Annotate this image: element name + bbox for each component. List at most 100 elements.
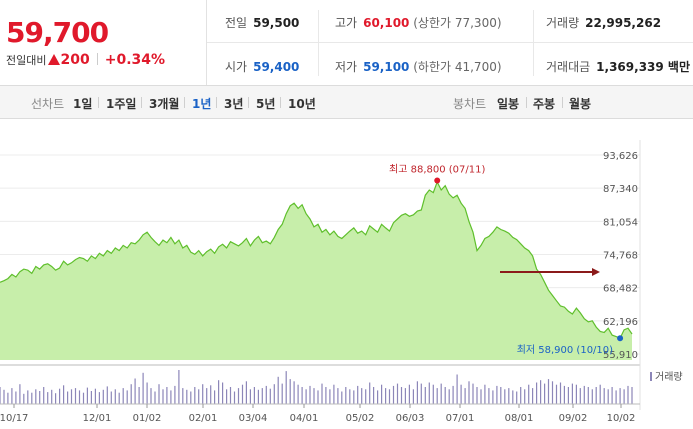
- candle-chart-label: 봉차트: [453, 97, 487, 111]
- tab-3-years[interactable]: 3년: [224, 97, 244, 111]
- x-tick-label: 05/02: [346, 413, 375, 424]
- volume-bar: [51, 389, 53, 404]
- volume-bar: [353, 390, 355, 404]
- volume-legend-swatch: [650, 372, 652, 381]
- trend-arrow: [500, 268, 600, 276]
- volume-bar: [567, 387, 569, 404]
- volume-bar: [210, 385, 212, 404]
- price-line: [0, 180, 633, 339]
- volume-bar: [408, 384, 410, 404]
- volume-bar: [222, 382, 224, 404]
- volume-bar: [492, 390, 494, 404]
- divider: [248, 97, 249, 108]
- volume-bar: [424, 387, 426, 404]
- volume-bar: [138, 387, 140, 404]
- volume-bar: [122, 388, 124, 404]
- volume-bar: [130, 384, 132, 404]
- stat-value: 59,100: [363, 60, 410, 74]
- divider: [318, 10, 319, 76]
- current-price: 59,700: [6, 16, 109, 49]
- tab-1-day[interactable]: 1일: [73, 97, 93, 111]
- line-chart-label: 선차트: [31, 97, 65, 111]
- tab-5-years[interactable]: 5년: [256, 97, 276, 111]
- volume-bar: [595, 387, 597, 404]
- volume-bar: [190, 391, 192, 404]
- volume-bar: [412, 389, 414, 404]
- volume-bar: [178, 370, 180, 404]
- tab-monthly-candle[interactable]: 월봉: [569, 97, 592, 111]
- volume-bar: [468, 381, 470, 404]
- volume-bar: [392, 385, 395, 404]
- volume-bar: [313, 388, 315, 404]
- y-tick-label: 55,910: [603, 350, 638, 361]
- volume-bar: [150, 388, 152, 404]
- volume-bar: [166, 387, 168, 404]
- volume-bar: [603, 388, 605, 404]
- volume-bar: [500, 387, 502, 404]
- tab-3-months[interactable]: 3개월: [149, 97, 180, 111]
- y-tick-label: 68,482: [603, 284, 638, 295]
- x-axis: 10/17 12/01 01/02 02/01 03/04 04/01 05/02 06/03…: [0, 404, 635, 424]
- volume-bar: [404, 388, 406, 404]
- volume-bar: [381, 384, 383, 404]
- x-tick-label: 04/01: [290, 413, 319, 424]
- x-tick-label: 07/01: [446, 413, 475, 424]
- tab-1-year[interactable]: 1년: [192, 97, 212, 111]
- stat-label: 시가: [225, 60, 248, 74]
- volume-bar: [170, 390, 172, 404]
- volume-bar: [547, 379, 550, 404]
- price-box: 59,700 전일대비 200 +0.34%: [0, 0, 207, 85]
- volume-bar: [281, 383, 283, 404]
- volume-bar: [480, 389, 482, 404]
- volume-bar: [583, 385, 585, 404]
- volume-bar: [484, 384, 486, 404]
- stat-value: 1,369,339 백만: [596, 60, 690, 74]
- volume-bar: [631, 387, 633, 404]
- volume-bars: [0, 370, 633, 404]
- volume-bar: [305, 389, 307, 404]
- volume-bar: [611, 387, 613, 404]
- volume-bar: [27, 390, 29, 404]
- chart-annotations: 최고 88,800 (07/11) 최저 58,900 (10/10): [389, 163, 624, 356]
- stat-label: 고가: [335, 16, 358, 30]
- price-chart: 93,626 87,340 81,054 74,768 68,482 62,196 55,9…: [0, 140, 683, 424]
- volume-bar: [309, 385, 311, 404]
- volume-bar: [452, 385, 454, 404]
- stat-open: 시가 59,400: [225, 58, 299, 75]
- volume-bar: [273, 384, 275, 404]
- divider: [280, 97, 281, 108]
- volume-bar: [444, 387, 446, 404]
- volume-bar: [341, 391, 343, 404]
- volume-bar: [229, 387, 232, 404]
- volume-bar: [67, 391, 69, 404]
- y-tick-label: 74,768: [603, 251, 638, 262]
- stat-value: 59,400: [253, 60, 300, 74]
- volume-bar: [428, 382, 430, 404]
- volume-bar: [257, 389, 259, 404]
- chart-period-bar: 선차트 1일 1주일 3개월 1년 3년 5년 10년 봉차트 일봉 주봉 월봉: [0, 86, 693, 119]
- y-axis: 93,626 87,340 81,054 74,768 68,482 62,196 55,9…: [603, 151, 638, 361]
- volume-bar: [555, 384, 558, 404]
- divider: [141, 97, 142, 108]
- volume-bar: [416, 381, 418, 404]
- divider: [562, 97, 563, 108]
- volume-bar: [504, 389, 506, 404]
- x-tick-label: 09/02: [559, 413, 588, 424]
- volume-bar: [241, 384, 244, 404]
- tab-1-week[interactable]: 1주일: [106, 97, 137, 111]
- volume-bar: [301, 387, 303, 404]
- stat-sub: (상한가 77,300): [413, 16, 502, 30]
- volume-bar: [106, 386, 108, 404]
- x-tick-label: 03/04: [239, 413, 268, 424]
- change-value: 200: [60, 52, 90, 68]
- volume-bar: [563, 385, 565, 404]
- tab-weekly-candle[interactable]: 주봉: [533, 97, 556, 111]
- divider: [184, 97, 185, 108]
- volume-bar: [237, 388, 240, 404]
- volume-bar: [98, 392, 100, 404]
- volume-bar: [373, 387, 375, 404]
- volume-bar: [86, 387, 88, 404]
- tab-10-years[interactable]: 10년: [288, 97, 316, 111]
- tab-daily-candle[interactable]: 일봉: [497, 97, 520, 111]
- volume-bar: [202, 384, 204, 404]
